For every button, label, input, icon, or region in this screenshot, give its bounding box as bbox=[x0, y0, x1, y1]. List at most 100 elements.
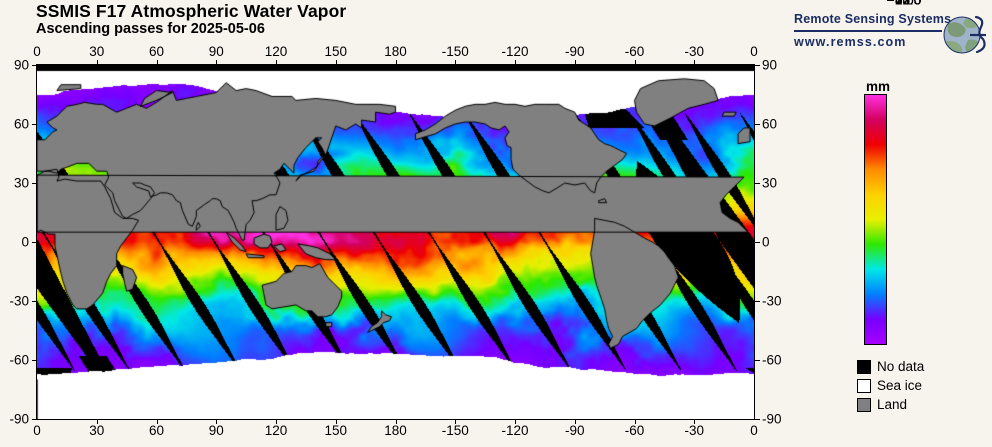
lon-tick-top-120: 120 bbox=[264, 44, 288, 59]
lon-tick-bottom--150: -150 bbox=[441, 423, 469, 438]
colorbar-tick-37.5: 37.5 bbox=[895, 0, 922, 8]
lon-tick-bottom--60: -60 bbox=[624, 423, 645, 438]
logo-divider bbox=[794, 30, 942, 32]
lat-tickmark bbox=[755, 360, 760, 361]
colorbar-tick-67.5: 67.5 bbox=[895, 0, 922, 8]
lon-tick-top-0: 0 bbox=[750, 44, 758, 59]
lon-tick-bottom-0: 0 bbox=[33, 423, 41, 438]
lat-tick-left-30: 30 bbox=[13, 175, 29, 191]
colorbar-tick-30.0: 30.0 bbox=[895, 0, 922, 8]
lon-tick-top--120: -120 bbox=[501, 44, 529, 59]
globe-icon bbox=[943, 15, 986, 54]
legend-swatch bbox=[857, 378, 871, 393]
lon-tickmark bbox=[96, 420, 98, 424]
lon-tick-top--150: -150 bbox=[441, 44, 469, 59]
lon-tick-bottom--120: -120 bbox=[501, 423, 529, 438]
lon-tickmark bbox=[335, 420, 337, 424]
legend-label: No data bbox=[877, 359, 925, 374]
lat-tickmark bbox=[755, 183, 760, 184]
lon-tickmark bbox=[694, 60, 696, 64]
logo-organization-name: Remote Sensing Systems bbox=[794, 12, 952, 26]
water-vapor-map[interactable] bbox=[36, 64, 755, 420]
lat-tickmark bbox=[32, 419, 36, 420]
lon-tickmark bbox=[216, 420, 218, 424]
lon-tickmark bbox=[276, 60, 277, 64]
lat-tick-left--30: -30 bbox=[9, 293, 29, 309]
colorbar-gradient bbox=[865, 95, 886, 344]
lat-tick-right-60: 60 bbox=[762, 116, 778, 132]
page-title: SSMIS F17 Atmospheric Water Vapor bbox=[36, 1, 347, 21]
lon-tickmark bbox=[335, 60, 337, 64]
lon-tick-top-0: 0 bbox=[33, 44, 41, 59]
lat-tickmark bbox=[755, 301, 760, 302]
lon-tick-top--90: -90 bbox=[564, 44, 585, 59]
lat-tick-left-0: 0 bbox=[21, 234, 29, 250]
colorbar-tick-45.0: 45.0 bbox=[895, 0, 922, 8]
lat-tickmark bbox=[32, 301, 36, 302]
legend-label: Land bbox=[877, 397, 908, 412]
lat-tick-right--90: -90 bbox=[762, 411, 782, 427]
lon-tickmark bbox=[395, 420, 397, 424]
lat-tick-left--60: -60 bbox=[9, 352, 29, 368]
lat-tickmark bbox=[755, 242, 760, 243]
lat-tickmark bbox=[32, 65, 36, 66]
lat-tickmark bbox=[32, 183, 36, 184]
lon-tick-bottom--90: -90 bbox=[564, 423, 585, 438]
lat-tickmark bbox=[32, 360, 36, 361]
lat-tickmark bbox=[755, 65, 760, 66]
lat-tickmark bbox=[32, 124, 36, 125]
lon-tick-top-150: 150 bbox=[324, 44, 348, 59]
lon-tickmark bbox=[156, 60, 158, 64]
colorbar-tick-22.5: 22.5 bbox=[895, 0, 922, 8]
lon-tickmark bbox=[276, 420, 277, 424]
title-block: SSMIS F17 Atmospheric Water Vapor Ascend… bbox=[36, 2, 346, 38]
lon-tickmark bbox=[634, 420, 636, 424]
lon-tickmark bbox=[216, 60, 218, 64]
colorbar-unit-label: mm bbox=[865, 79, 891, 94]
colorbar-tick-52.5: 52.5 bbox=[895, 0, 922, 8]
remss-logo[interactable]: Remote Sensing Systems www.remss.com bbox=[794, 10, 990, 60]
page-subtitle: Ascending passes for 2025-05-06 bbox=[36, 21, 265, 38]
map-legend: No data Sea ice Land bbox=[857, 357, 987, 414]
lon-tick-bottom-30: 30 bbox=[89, 423, 105, 438]
lon-tick-top-90: 90 bbox=[208, 44, 224, 59]
lon-tickmark bbox=[694, 420, 696, 424]
logo-website-url: www.remss.com bbox=[794, 35, 907, 49]
legend-item-sea-ice: Sea ice bbox=[857, 376, 987, 395]
lon-tickmark bbox=[156, 420, 158, 424]
colorbar-tickmark bbox=[887, 0, 894, 1]
lat-tick-right--30: -30 bbox=[762, 293, 782, 309]
lon-tick-bottom-90: 90 bbox=[208, 423, 224, 438]
lon-tick-top-30: 30 bbox=[89, 44, 105, 59]
lon-tickmark bbox=[574, 60, 576, 64]
legend-item-no-data: No data bbox=[857, 357, 987, 376]
lon-tickmark bbox=[515, 420, 516, 424]
lat-tick-right--60: -60 bbox=[762, 352, 782, 368]
map-raster bbox=[37, 65, 754, 419]
lat-tickmark bbox=[755, 419, 760, 420]
lat-tick-right-90: 90 bbox=[762, 57, 778, 73]
lon-tickmark bbox=[455, 60, 457, 64]
legend-label: Sea ice bbox=[877, 378, 923, 393]
lon-tick-bottom--30: -30 bbox=[684, 423, 705, 438]
lat-tickmark bbox=[755, 124, 760, 125]
colorbar[interactable] bbox=[864, 94, 887, 345]
legend-item-land: Land bbox=[857, 395, 987, 414]
lon-tickmark bbox=[455, 420, 457, 424]
lon-tickmark bbox=[395, 60, 397, 64]
lon-tickmark bbox=[574, 420, 576, 424]
lat-tick-left-60: 60 bbox=[13, 116, 29, 132]
legend-swatch bbox=[857, 359, 871, 374]
lon-tick-bottom-120: 120 bbox=[264, 423, 288, 438]
lat-tick-left--90: -90 bbox=[9, 411, 29, 427]
lon-tick-bottom-60: 60 bbox=[148, 423, 165, 438]
lat-tickmark bbox=[32, 242, 36, 243]
lon-tick-top--30: -30 bbox=[684, 44, 705, 59]
colorbar-tick-15.0: 15.0 bbox=[895, 0, 922, 8]
lat-tick-right-0: 0 bbox=[762, 234, 770, 250]
colorbar-tick-0.0: 0.0 bbox=[895, 0, 914, 8]
lon-tickmark bbox=[515, 60, 516, 64]
lon-tick-bottom-180: 180 bbox=[384, 423, 407, 438]
colorbar-tick-75.0: 75.0 bbox=[895, 0, 922, 8]
lon-tickmark bbox=[634, 60, 636, 64]
